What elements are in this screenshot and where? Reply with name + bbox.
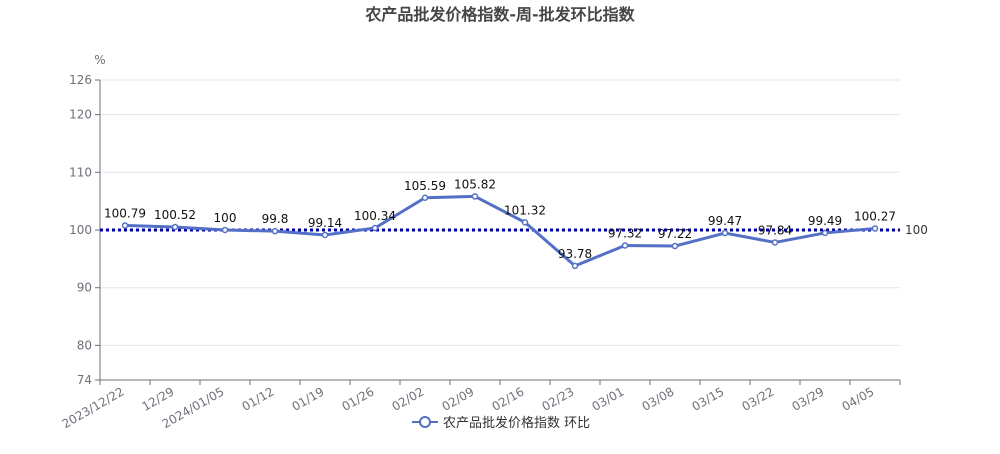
x-tick-label: 02/23: [540, 384, 577, 413]
x-tick-label: 2023/12/22: [60, 384, 127, 431]
x-tick-label: 02/09: [440, 384, 477, 413]
x-tick-label: 02/16: [490, 384, 527, 413]
legend[interactable]: 农产品批发价格指数 环比: [412, 415, 590, 431]
data-label: 100.52: [154, 208, 196, 222]
data-point[interactable]: [521, 219, 529, 226]
data-point[interactable]: [321, 231, 329, 239]
data-label: 99.47: [708, 214, 742, 228]
data-label: 100.34: [354, 209, 396, 223]
data-label: 105.82: [454, 177, 496, 191]
y-tick-label: 126: [69, 73, 92, 87]
data-point[interactable]: [121, 222, 129, 229]
data-label: 100.79: [104, 206, 146, 220]
y-tick-label: 90: [77, 281, 92, 295]
data-point[interactable]: [171, 223, 179, 231]
data-label: 97.84: [758, 223, 792, 237]
data-label: 93.78: [558, 247, 592, 261]
data-label: 101.32: [504, 203, 546, 217]
y-tick-label: 74: [77, 373, 92, 387]
x-tick-label: 12/29: [140, 384, 177, 413]
data-point[interactable]: [621, 242, 629, 249]
legend-marker-icon: [419, 416, 431, 428]
data-label: 105.59: [404, 179, 446, 193]
x-tick-label: 03/08: [640, 384, 677, 413]
x-tick-label: 03/29: [790, 384, 827, 413]
x-tick-label: 01/12: [240, 384, 277, 413]
x-tick-label: 03/01: [590, 384, 627, 413]
data-point[interactable]: [571, 262, 579, 270]
data-label: 99.8: [262, 212, 289, 226]
data-point[interactable]: [271, 227, 279, 235]
data-label: 97.22: [658, 227, 692, 241]
data-point[interactable]: [821, 229, 829, 237]
reference-line-label: 100: [905, 223, 928, 237]
y-axis-ticks: 74 80 90 100 110 120 126: [69, 73, 100, 387]
data-label: 99.14: [308, 216, 342, 230]
y-axis-unit: %: [94, 53, 105, 67]
data-point[interactable]: [771, 239, 779, 246]
x-tick-label: 01/19: [290, 384, 327, 413]
x-tick-label: 03/15: [690, 384, 727, 413]
data-point[interactable]: [871, 225, 879, 232]
legend-label: 农产品批发价格指数 环比: [443, 415, 590, 431]
data-point[interactable]: [221, 226, 229, 234]
x-tick-label: 03/22: [740, 384, 777, 413]
y-tick-label: 80: [77, 338, 92, 352]
x-tick-label: 01/26: [340, 384, 377, 413]
series-group: [121, 193, 879, 270]
y-tick-label: 100: [69, 223, 92, 237]
data-point[interactable]: [721, 229, 729, 237]
x-tick-label: 02/02: [390, 384, 427, 413]
data-point[interactable]: [471, 193, 479, 200]
data-point[interactable]: [671, 242, 679, 250]
data-point[interactable]: [371, 224, 379, 232]
data-label: 97.32: [608, 226, 642, 240]
data-label: 100: [214, 211, 237, 225]
y-tick-label: 120: [69, 108, 92, 122]
data-label: 100.27: [854, 209, 896, 223]
data-labels: 100.79 100.52 100 99.8 99.14 100.34 105.59 105.…: [104, 177, 896, 260]
x-tick-label: 04/05: [840, 384, 877, 413]
y-tick-label: 110: [69, 165, 92, 179]
series-line: [124, 194, 876, 268]
data-label: 99.49: [808, 214, 842, 228]
chart-title: 农产品批发价格指数-周-批发环比指数: [364, 5, 635, 24]
data-point[interactable]: [421, 194, 429, 201]
